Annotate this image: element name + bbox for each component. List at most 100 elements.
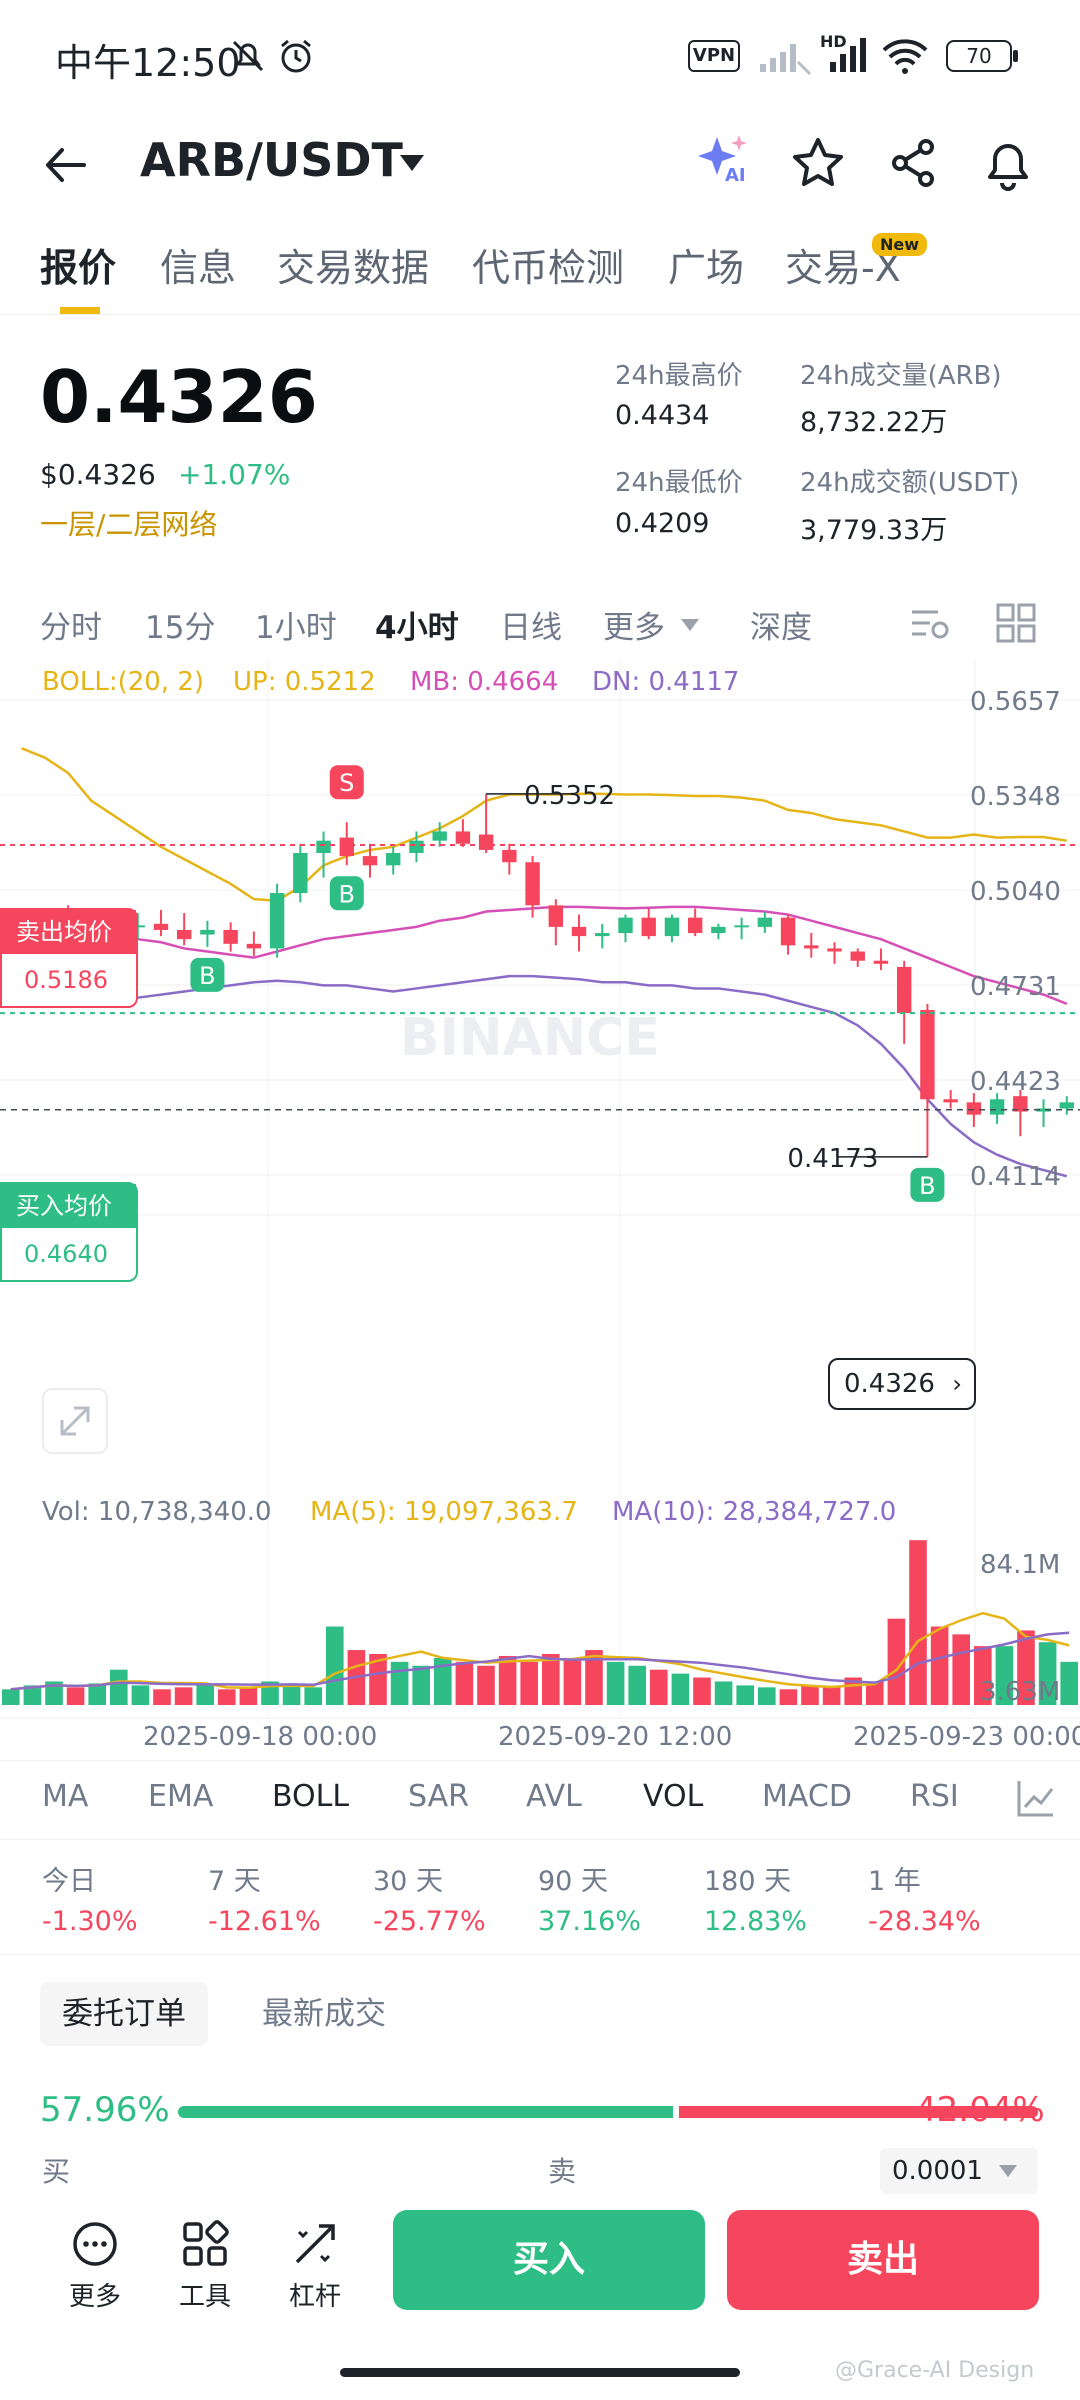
candle-body <box>711 926 726 934</box>
volume-bar <box>952 1634 970 1705</box>
indicator-ema[interactable]: EMA <box>148 1779 214 1814</box>
perf-7d: 7 天 -12.61% <box>208 1859 321 1937</box>
tab-orders[interactable]: 委托订单 <box>40 1982 208 2046</box>
volume-bar <box>131 1685 150 1705</box>
margin-icon <box>295 2224 335 2264</box>
star-icon[interactable] <box>790 135 846 191</box>
tab-trading-data[interactable]: 交易数据 <box>277 246 430 290</box>
indicator-ma[interactable]: MA <box>42 1779 89 1814</box>
perf-90d: 90 天 37.16% <box>538 1859 641 1937</box>
pair-title[interactable]: ARB/USDT <box>140 133 403 187</box>
volume-bar <box>822 1687 841 1705</box>
candle-body <box>1013 1096 1028 1112</box>
sell-avg-marker[interactable]: 卖出均价 0.5186 <box>0 908 138 1008</box>
more-label: 更多 <box>68 2282 121 2312</box>
notification-bell-icon[interactable] <box>980 133 1036 193</box>
buy-avg-marker[interactable]: 买入均价 0.4640 <box>0 1182 138 1282</box>
candle-body <box>780 917 796 946</box>
tab-latest-trades[interactable]: 最新成交 <box>262 1996 386 2032</box>
candle-body <box>757 917 773 927</box>
perf-180d: 180 天 12.83% <box>704 1859 807 1937</box>
volume-max-label: 84.1M <box>980 1550 1060 1580</box>
volume-bar <box>174 1687 193 1705</box>
interval-15m[interactable]: 15分 <box>145 610 216 646</box>
home-indicator[interactable] <box>340 2368 740 2377</box>
tab-info[interactable]: 信息 <box>160 246 237 290</box>
interval-timeshare[interactable]: 分时 <box>40 610 102 646</box>
buy-button[interactable]: 买入 <box>393 2210 705 2310</box>
boll-dn-value: DN: 0.4117 <box>592 667 739 697</box>
volume-bar <box>45 1681 63 1705</box>
indicator-vol[interactable]: VOL <box>643 1779 704 1814</box>
volume-bar <box>110 1669 128 1705</box>
interval-more[interactable]: 更多 <box>603 610 665 646</box>
tab-token-check[interactable]: 代币检测 <box>472 246 625 290</box>
boll-mb-value: MB: 0.4664 <box>410 667 558 697</box>
volume-bar <box>995 1646 1014 1705</box>
indicator-avl[interactable]: AVL <box>526 1779 582 1814</box>
indicator-boll[interactable]: BOLL <box>272 1779 350 1814</box>
ai-sparkle-icon[interactable]: AI <box>695 131 755 191</box>
volume-value: 8,732.22万 <box>800 407 948 438</box>
buy-column-label: 买 <box>42 2155 71 2188</box>
volume-label: 24h成交量(ARB) <box>800 361 1002 391</box>
volume-bar <box>650 1669 668 1705</box>
tab-quote[interactable]: 报价 <box>40 246 117 290</box>
interval-4h[interactable]: 4小时 <box>375 610 459 646</box>
sell-signal-label: S <box>339 769 354 797</box>
share-icon[interactable] <box>886 135 942 191</box>
chart-settings-icon[interactable] <box>908 602 952 644</box>
buy-avg-value: 0.4640 <box>24 1240 108 1268</box>
expand-icon[interactable] <box>42 1388 108 1454</box>
tab-active-indicator <box>60 307 100 314</box>
candle-body <box>595 933 610 937</box>
more-button[interactable]: 更多 <box>55 2220 135 2313</box>
volume-bar <box>2 1689 20 1705</box>
volume-bar <box>282 1685 301 1705</box>
candle-body <box>571 926 587 937</box>
current-price-pill[interactable]: 0.4326 › <box>828 1358 976 1410</box>
tools-label: 工具 <box>178 2282 231 2312</box>
perf-label: 90 天 <box>538 1866 608 1897</box>
perf-value: -1.30% <box>42 1906 138 1937</box>
low-label: 24h最低价 <box>615 468 743 498</box>
sell-avg-value: 0.5186 <box>24 966 108 994</box>
back-arrow-icon[interactable] <box>40 140 90 190</box>
kline-chart[interactable]: BINANCE 0.5657 0.5348 0.5040 0.4731 0.4423 0.… <box>0 660 1080 1755</box>
volume-bar <box>66 1687 85 1705</box>
sell-button[interactable]: 卖出 <box>727 2210 1039 2310</box>
tools-grid-icon <box>183 2220 229 2266</box>
candle-body <box>455 831 471 844</box>
kline-svg[interactable]: BINANCE 0.56570.53480.50400.47310.44230.… <box>0 660 1080 1755</box>
low-value: 0.4209 <box>615 508 710 539</box>
tab-square[interactable]: 广场 <box>668 246 745 290</box>
indicator-macd[interactable]: MACD <box>762 1779 852 1814</box>
volume-bar <box>866 1681 884 1705</box>
network-tag[interactable]: 一层/二层网络 <box>40 508 218 541</box>
perf-today: 今日 -1.30% <box>42 1859 138 1937</box>
interval-1h[interactable]: 1小时 <box>255 610 337 646</box>
last-price: 0.4326 <box>40 355 318 439</box>
interval-daily[interactable]: 日线 <box>500 610 562 646</box>
volume-bar <box>736 1685 754 1705</box>
performance-row: 今日 -1.30% 7 天 -12.61% 30 天 -25.77% 90 天 37.1… <box>0 1845 1080 1955</box>
candle-body <box>362 856 378 866</box>
precision-select[interactable]: 0.0001 <box>880 2148 1038 2194</box>
buy-signal-label: B <box>919 1172 935 1200</box>
margin-button[interactable]: 杠杆 <box>275 2220 355 2313</box>
volume-readout: Vol: 10,738,340.0 <box>42 1497 272 1527</box>
more-caret-icon[interactable] <box>680 618 700 632</box>
volume-bar <box>758 1687 776 1705</box>
layout-grid-icon[interactable] <box>995 602 1037 644</box>
indicator-rsi[interactable]: RSI <box>910 1779 959 1814</box>
tools-button[interactable]: 工具 <box>165 2220 245 2313</box>
indicator-sar[interactable]: SAR <box>408 1779 469 1814</box>
indicator-settings-icon[interactable] <box>1015 1777 1057 1819</box>
caret-down-icon[interactable] <box>398 153 426 173</box>
buy-signal-badge <box>910 1167 945 1202</box>
volume-bar <box>153 1689 171 1705</box>
interval-depth[interactable]: 深度 <box>750 610 812 646</box>
bottom-action-bar: 更多 工具 杠杆 买入 卖出 @Grace-AI Design <box>0 2210 1080 2400</box>
candle-body <box>1036 1108 1051 1112</box>
chart-overlays: 0.5352 0.4173 S B B B <box>0 765 1080 1202</box>
